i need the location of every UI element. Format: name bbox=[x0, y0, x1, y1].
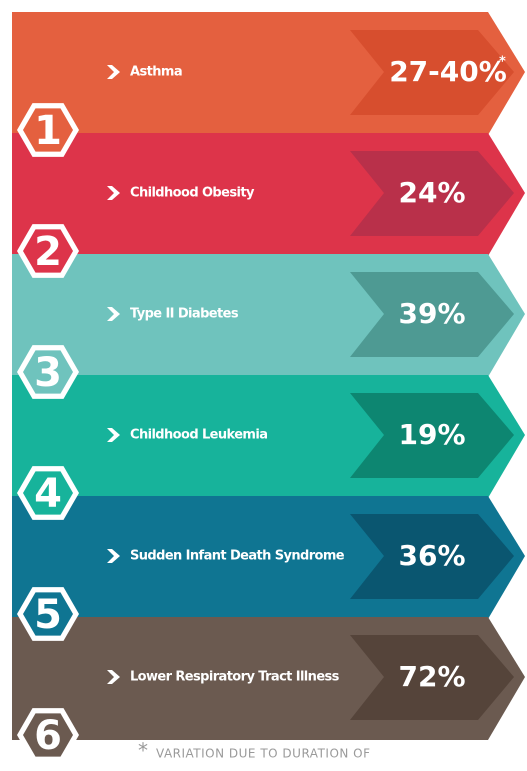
badge-inner bbox=[23, 713, 73, 757]
value-chevron bbox=[350, 393, 514, 478]
value-chevron bbox=[350, 30, 514, 115]
number-badge: 3 bbox=[17, 345, 79, 399]
value-chevron bbox=[350, 272, 514, 357]
badge-number: 4 bbox=[34, 471, 62, 517]
number-badge: 1 bbox=[17, 103, 79, 157]
number-badge: 6 bbox=[17, 708, 79, 762]
item-note: * bbox=[499, 55, 506, 70]
bullet-arrow bbox=[107, 670, 120, 684]
band: Type II Diabetes 39% bbox=[12, 254, 525, 377]
badge-number: 3 bbox=[34, 350, 62, 396]
item-label: Sudden Infant Death Syndrome bbox=[130, 549, 345, 564]
band: Childhood Obesity 24% bbox=[12, 133, 525, 256]
band: Sudden Infant Death Syndrome 36% bbox=[12, 496, 525, 619]
badge-number: 2 bbox=[34, 229, 62, 275]
bullet-arrow bbox=[107, 65, 120, 79]
item-label: Childhood Obesity bbox=[130, 186, 255, 201]
badge-inner bbox=[23, 471, 73, 515]
band: Asthma 27-40%* bbox=[12, 12, 525, 135]
bullet-arrow bbox=[107, 186, 120, 200]
badge-number: 1 bbox=[34, 108, 62, 154]
bullet-arrow bbox=[107, 307, 120, 321]
badge-number: 6 bbox=[34, 713, 62, 759]
badge-number: 5 bbox=[34, 592, 62, 638]
item-value: 19% bbox=[398, 418, 465, 451]
value-chevron bbox=[350, 635, 514, 720]
item-value: 36% bbox=[398, 539, 465, 572]
number-badge: 2 bbox=[17, 224, 79, 278]
item-label: Type II Diabetes bbox=[130, 307, 239, 322]
bands: Asthma 27-40%* Childhood Obesity 24% Type II… bbox=[12, 12, 525, 740]
footnote-mark: * bbox=[138, 739, 149, 763]
item-value: 72% bbox=[398, 660, 465, 693]
footnote-text: VARIATION DUE TO DURATION OF bbox=[156, 747, 371, 761]
bullet-arrow bbox=[107, 549, 120, 563]
badges: 1 2 3 4 5 6 bbox=[17, 103, 79, 762]
band: Childhood Leukemia 19% bbox=[12, 375, 525, 498]
item-label: Childhood Leukemia bbox=[130, 428, 267, 443]
item-label: Asthma bbox=[130, 65, 182, 80]
item-label: Lower Respiratory Tract Illness bbox=[130, 670, 340, 685]
item-value: 39% bbox=[398, 297, 465, 330]
number-badge: 4 bbox=[17, 466, 79, 520]
value-chevron bbox=[350, 151, 514, 236]
badge-inner bbox=[23, 108, 73, 152]
badge-inner bbox=[23, 350, 73, 394]
item-value: 24% bbox=[398, 176, 465, 209]
badge-inner bbox=[23, 229, 73, 273]
item-value: 27-40% bbox=[389, 55, 507, 88]
value-chevron bbox=[350, 514, 514, 599]
badge-inner bbox=[23, 592, 73, 636]
band: Lower Respiratory Tract Illness 72% bbox=[12, 617, 525, 740]
number-badge: 5 bbox=[17, 587, 79, 641]
bullet-arrow bbox=[107, 428, 120, 442]
